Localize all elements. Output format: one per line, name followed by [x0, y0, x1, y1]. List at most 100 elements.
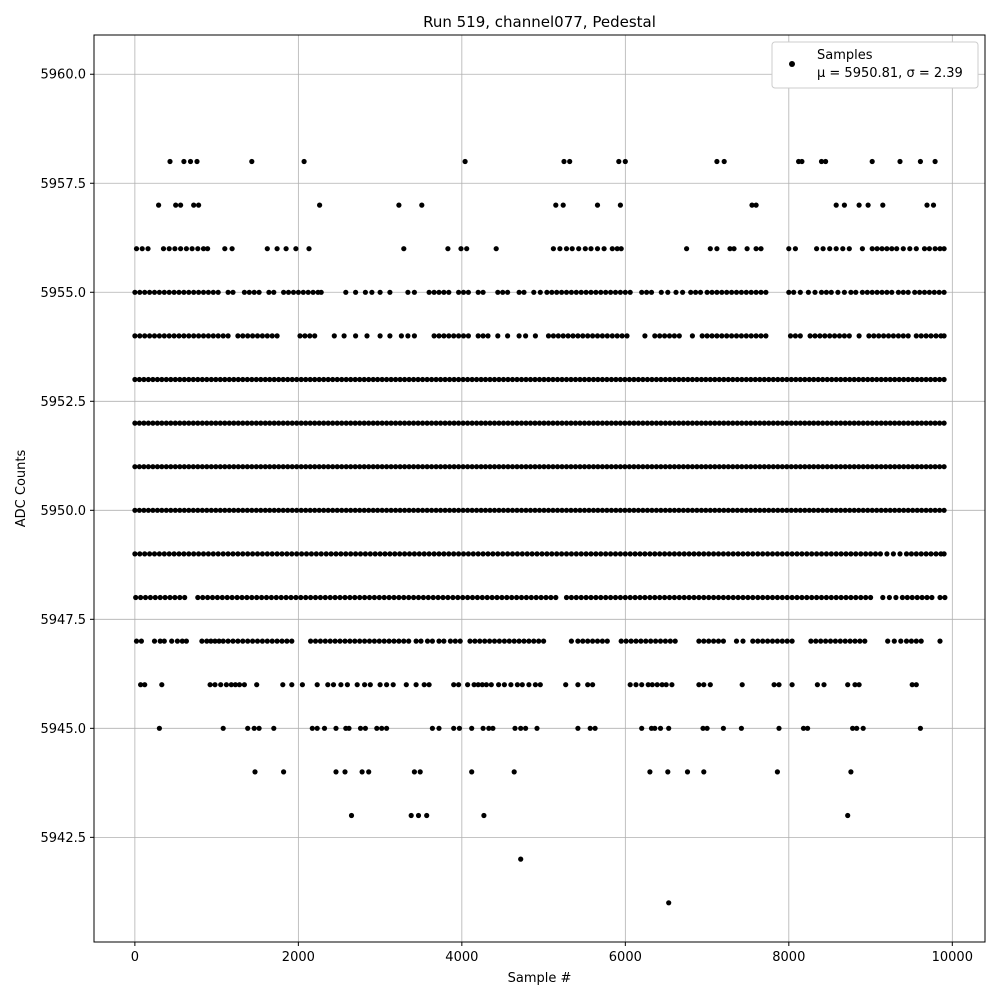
data-point [377, 551, 383, 557]
data-point [812, 289, 818, 295]
data-point [499, 594, 505, 601]
data-point [398, 333, 404, 339]
data-point [269, 333, 275, 339]
data-point [585, 682, 591, 688]
data-point [478, 507, 484, 513]
data-point [511, 769, 517, 775]
data-point [536, 638, 542, 644]
data-point [652, 594, 658, 601]
data-point [253, 376, 259, 383]
data-point [429, 507, 435, 513]
data-point [838, 594, 844, 601]
data-point [554, 376, 561, 383]
data-point [151, 551, 158, 557]
data-point [860, 507, 866, 513]
data-point [204, 507, 210, 513]
data-point [918, 551, 924, 557]
data-point [914, 464, 920, 470]
data-point [390, 682, 396, 688]
data-point [169, 638, 175, 644]
data-point [848, 769, 854, 775]
data-point [923, 551, 929, 557]
data-point [640, 507, 646, 513]
data-point [500, 551, 506, 557]
data-point [352, 638, 358, 644]
data-point [480, 551, 486, 557]
data-point [923, 376, 929, 383]
data-point [505, 376, 511, 383]
data-point [462, 158, 468, 165]
data-point [433, 507, 439, 513]
data-point [896, 507, 902, 513]
data-point [923, 333, 929, 339]
data-point [264, 551, 270, 557]
data-point [303, 464, 309, 470]
data-point [833, 594, 839, 601]
data-point [548, 594, 554, 601]
data-point [667, 507, 673, 513]
data-point [465, 594, 471, 601]
data-point [262, 420, 268, 426]
data-point [482, 420, 489, 426]
data-point [341, 333, 347, 339]
data-point [644, 420, 651, 426]
data-point [225, 551, 231, 557]
data-point [177, 507, 183, 513]
data-point [273, 594, 279, 601]
data-point [429, 420, 435, 426]
data-point [851, 420, 857, 426]
data-point [827, 638, 834, 644]
data-point [745, 594, 751, 601]
data-point [451, 333, 457, 339]
x-tick-label: 10000 [932, 950, 973, 965]
data-point [244, 420, 250, 426]
data-point [680, 289, 686, 295]
data-point [658, 289, 664, 295]
data-point [709, 333, 715, 339]
data-point [190, 464, 196, 470]
data-point [797, 333, 803, 339]
data-point [172, 376, 178, 383]
data-point [918, 638, 924, 644]
data-point [254, 638, 261, 644]
data-point [575, 682, 581, 688]
data-point [869, 464, 875, 470]
data-point [575, 333, 581, 339]
data-point [224, 594, 230, 601]
data-point [154, 376, 160, 383]
data-point [532, 376, 538, 383]
data-point [588, 551, 594, 557]
data-point [222, 464, 228, 470]
data-point [572, 376, 579, 383]
data-point [829, 464, 835, 470]
data-point [477, 638, 483, 644]
data-point [932, 376, 938, 383]
data-point [220, 333, 226, 339]
data-point [138, 638, 144, 644]
data-point [263, 594, 270, 601]
data-point [567, 158, 573, 165]
data-point [435, 594, 441, 601]
data-point [249, 420, 255, 426]
data-point [208, 507, 214, 513]
data-point [874, 420, 880, 426]
data-point [659, 682, 665, 688]
data-point [941, 289, 947, 295]
data-point [494, 594, 500, 601]
data-point [366, 507, 372, 513]
data-point [647, 551, 653, 557]
data-point [405, 289, 411, 295]
data-point [226, 376, 232, 383]
data-point [753, 333, 759, 339]
data-point [431, 333, 437, 339]
data-point [393, 376, 399, 383]
data-point [173, 202, 179, 208]
data-point [770, 420, 776, 426]
data-point [267, 464, 273, 470]
data-point [168, 376, 174, 383]
data-point [132, 289, 138, 295]
data-point [617, 507, 624, 513]
data-point [666, 900, 672, 906]
data-point [509, 464, 516, 470]
data-point [424, 507, 430, 513]
